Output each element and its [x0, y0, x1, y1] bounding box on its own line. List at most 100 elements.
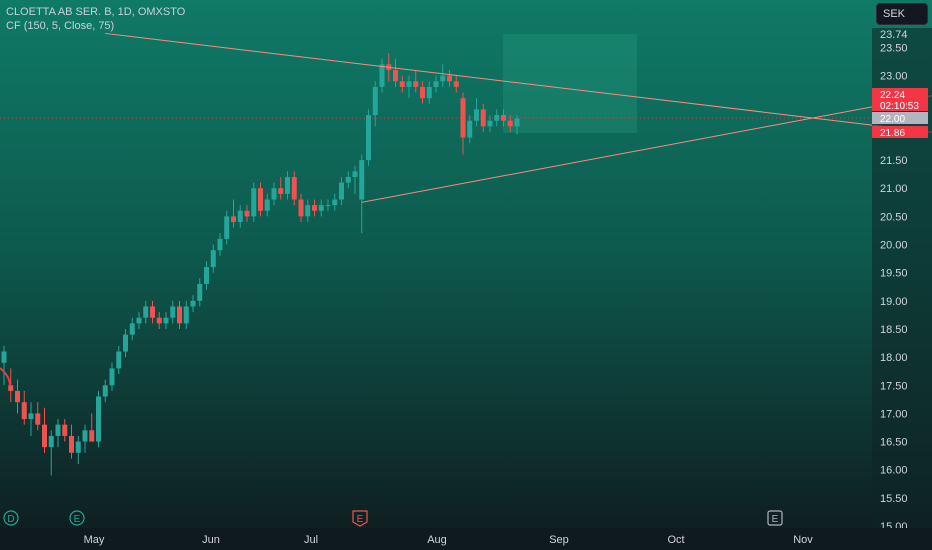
candle-body — [244, 210, 250, 217]
candle-body — [190, 300, 196, 307]
dividend-marker-icon[interactable]: D — [3, 510, 19, 526]
candle-body — [345, 176, 351, 183]
price-label-text: 02:10:53 — [880, 101, 919, 112]
svg-text:E: E — [772, 514, 779, 525]
candle-body — [352, 171, 358, 177]
trendline[interactable] — [361, 31, 932, 203]
trendlines-layer — [105, 31, 932, 203]
price-tick-label: 18.00 — [880, 352, 908, 364]
candle-body — [379, 64, 385, 87]
candle-body — [116, 351, 122, 369]
currency-button[interactable]: SEK — [876, 3, 928, 25]
candle-body — [136, 317, 142, 324]
candle-body — [514, 118, 520, 127]
candle-body — [62, 424, 68, 436]
time-tick-label: Jul — [304, 534, 318, 546]
candle-body — [1, 351, 7, 363]
price-label-text: 22.24 — [880, 90, 905, 101]
price-tick-label: 19.50 — [880, 268, 908, 280]
time-tick-label: Oct — [667, 534, 684, 546]
candle-body — [271, 188, 277, 200]
time-tick-label: Nov — [793, 534, 813, 546]
earnings-marker-icon[interactable]: E — [69, 510, 85, 526]
candle-body — [251, 188, 257, 217]
candle-body — [156, 317, 162, 324]
price-label-box — [872, 88, 928, 100]
price-tick-label: 15.50 — [880, 493, 908, 505]
time-tick-label: Aug — [427, 534, 447, 546]
candle-body — [102, 385, 108, 397]
earnings-marker-icon[interactable]: E — [352, 510, 368, 527]
candle-body — [170, 306, 176, 318]
candle-body — [291, 176, 297, 200]
candle-body — [264, 199, 270, 211]
price-tick-label: 21.50 — [880, 155, 908, 167]
candle-body — [48, 435, 54, 448]
candle-body — [231, 216, 236, 223]
candle-body — [258, 188, 263, 211]
candle-body — [89, 430, 95, 442]
candle-body — [406, 81, 412, 87]
candle-body — [278, 188, 284, 194]
candle-body — [21, 402, 27, 420]
candle-body — [55, 424, 61, 436]
candle-body — [204, 267, 209, 284]
candle-body — [96, 396, 101, 442]
candle-body — [69, 435, 74, 453]
price-tick-label: 23.74 — [880, 29, 908, 41]
candle-body — [474, 109, 479, 121]
candle-body — [35, 413, 41, 425]
price-tick-label: 18.50 — [880, 324, 908, 336]
time-tick-label: Sep — [549, 534, 569, 546]
candle-body — [494, 115, 500, 121]
svg-text:E: E — [357, 514, 364, 525]
candle-body — [197, 283, 203, 301]
candle-body — [399, 81, 405, 87]
candle-body — [75, 441, 81, 453]
price-tick-label: 23.50 — [880, 43, 908, 55]
price-tick-label: 17.50 — [880, 380, 908, 392]
candle-body — [129, 323, 135, 335]
indicator-label[interactable]: CF (150, 5, Close, 75) — [6, 20, 115, 32]
price-label-text: 21.86 — [880, 128, 905, 139]
candle-body — [393, 70, 398, 82]
candle-body — [453, 81, 459, 87]
trendline[interactable] — [105, 32, 932, 154]
candle-body — [224, 216, 230, 239]
price-tick-label: 16.50 — [880, 437, 908, 449]
candle-body — [460, 98, 466, 138]
candle-body — [507, 120, 513, 127]
candles-layer — [1, 53, 520, 476]
time-axis-panel — [0, 528, 932, 550]
candle-body — [177, 306, 182, 324]
candle-body — [420, 86, 425, 99]
price-tick-label: 16.00 — [880, 465, 908, 477]
candle-body — [487, 120, 493, 127]
candle-body — [426, 86, 432, 99]
price-tick-label: 19.00 — [880, 296, 908, 308]
price-label-box — [872, 126, 928, 138]
time-tick-label: May — [84, 534, 105, 546]
earnings-marker-icon[interactable]: E — [767, 510, 783, 526]
candle-body — [285, 176, 290, 194]
candle-body — [82, 430, 88, 442]
symbol-title[interactable]: CLOETTA AB SER. B, 1D, OMXSTO — [6, 6, 186, 18]
candle-body — [325, 205, 331, 207]
price-tick-label: 20.00 — [880, 240, 908, 252]
candle-body — [413, 81, 419, 87]
price-tick-label: 20.50 — [880, 211, 908, 223]
candle-body — [210, 250, 216, 268]
candle-body — [123, 334, 128, 352]
price-label-box — [872, 99, 928, 111]
candle-body — [359, 160, 365, 200]
candle-body — [8, 385, 14, 391]
price-label-box — [872, 112, 928, 124]
candle-body — [109, 368, 115, 386]
candle-body — [163, 317, 169, 324]
candle-body — [305, 205, 311, 217]
candle-body — [28, 413, 34, 420]
